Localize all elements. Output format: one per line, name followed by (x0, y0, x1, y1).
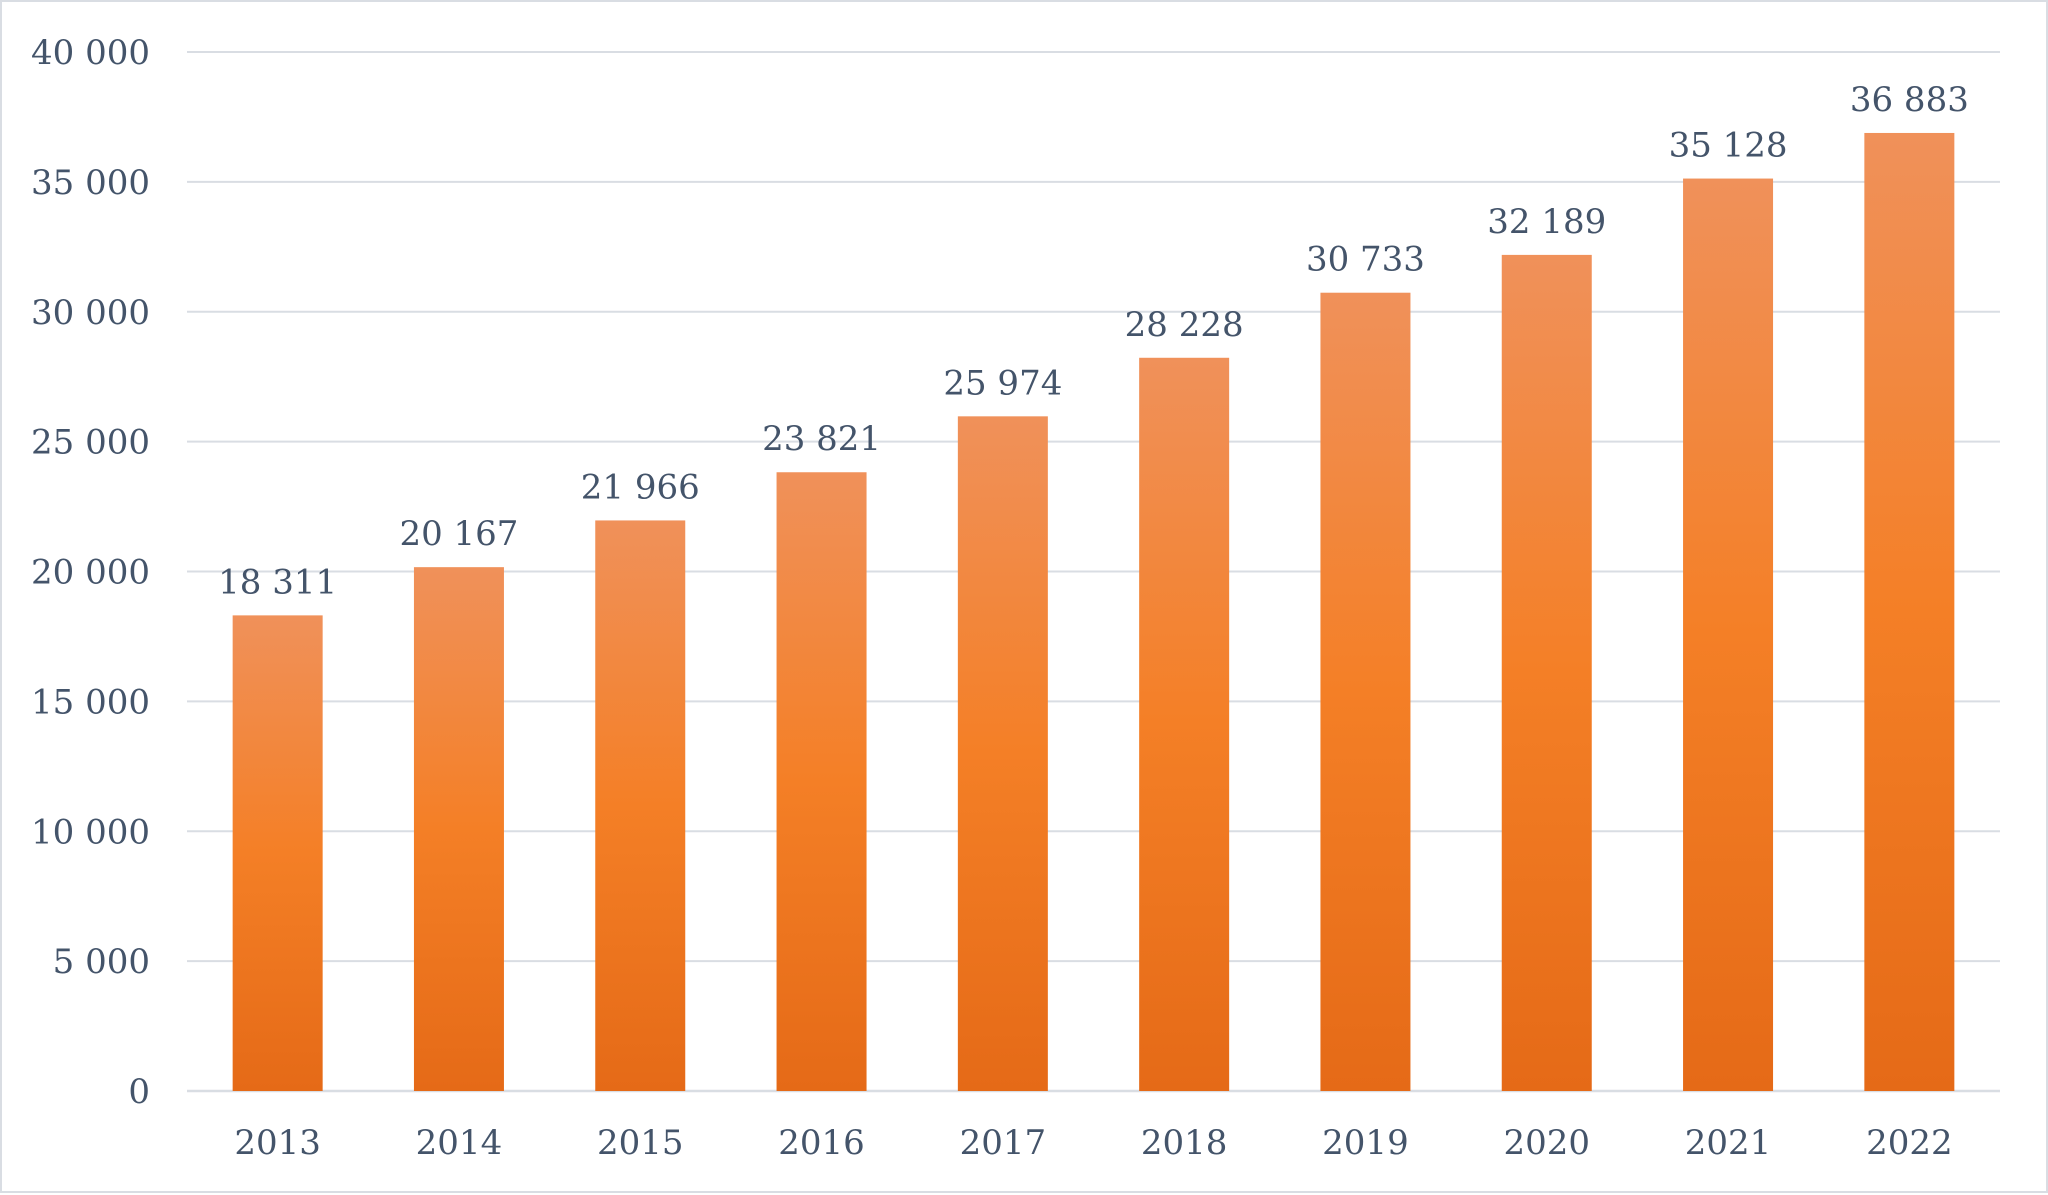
x-tick-label-2020: 2020 (1503, 1123, 1590, 1163)
y-tick-label: 40 000 (31, 33, 150, 73)
y-tick-label: 35 000 (31, 163, 150, 203)
y-tick-label: 10 000 (31, 812, 150, 852)
data-label-2016: 23 821 (762, 419, 881, 459)
y-tick-label: 20 000 (31, 553, 150, 593)
x-tick-label-2013: 2013 (234, 1123, 321, 1163)
data-labels: 18 311 20 167 21 966 23 821 25 974 28 228 30 7… (218, 80, 1969, 602)
y-axis-ticks: 0 5 000 10 000 15 000 20 000 25 000 30 000 35 0… (31, 33, 150, 1112)
y-tick-label: 25 000 (31, 423, 150, 463)
data-label-2015: 21 966 (581, 467, 700, 507)
bar-2017 (957, 416, 1048, 1092)
bar-2015 (595, 520, 686, 1091)
bars (232, 132, 1955, 1092)
bar-2014 (413, 567, 504, 1091)
data-label-2017: 25 974 (943, 363, 1062, 403)
y-tick-label: 30 000 (31, 293, 150, 333)
bar-2021 (1683, 178, 1774, 1092)
data-label-2020: 32 189 (1487, 202, 1606, 242)
x-tick-label-2019: 2019 (1322, 1123, 1409, 1163)
x-tick-label-2017: 2017 (960, 1123, 1047, 1163)
data-label-2019: 30 733 (1306, 240, 1425, 280)
data-label-2018: 28 228 (1125, 305, 1244, 345)
x-tick-label-2014: 2014 (416, 1123, 503, 1163)
data-label-2013: 18 311 (218, 562, 337, 602)
bar-2016 (776, 472, 867, 1091)
x-tick-label-2016: 2016 (778, 1123, 865, 1163)
data-label-2014: 20 167 (399, 514, 518, 554)
y-tick-label: 5 000 (53, 942, 150, 982)
data-label-2022: 36 883 (1850, 80, 1969, 120)
x-tick-label-2015: 2015 (597, 1123, 684, 1163)
bar-2018 (1139, 357, 1230, 1091)
x-tick-label-2018: 2018 (1141, 1123, 1228, 1163)
y-tick-label: 0 (128, 1072, 150, 1112)
bar-2013 (232, 615, 323, 1091)
data-label-2021: 35 128 (1669, 126, 1788, 166)
x-tick-label-2021: 2021 (1685, 1123, 1772, 1163)
bar-2019 (1320, 292, 1411, 1091)
y-tick-label: 15 000 (31, 682, 150, 722)
bar-2022 (1864, 132, 1955, 1091)
bar-2020 (1501, 254, 1592, 1091)
x-tick-label-2022: 2022 (1866, 1123, 1953, 1163)
x-axis-labels: 2013 2014 2015 2016 2017 2018 2019 2020 2021 2022 (234, 1123, 1952, 1163)
